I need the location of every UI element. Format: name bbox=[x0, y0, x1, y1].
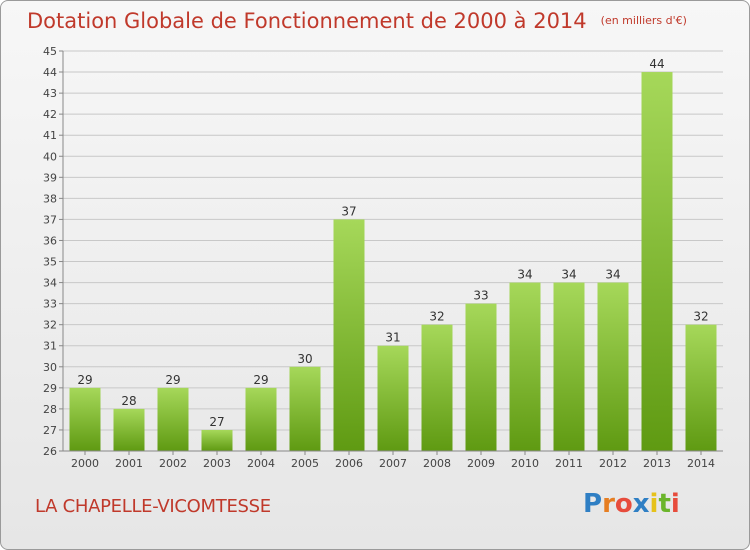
bar-2003 bbox=[201, 429, 233, 451]
bar-2009 bbox=[465, 303, 497, 451]
y-tick-label: 36 bbox=[43, 234, 57, 247]
brand-letter: o bbox=[614, 489, 633, 519]
x-tick-label: 2010 bbox=[511, 457, 539, 470]
bar-2014 bbox=[685, 324, 717, 451]
bar-value-label: 32 bbox=[693, 310, 708, 324]
bar-2001 bbox=[113, 408, 145, 451]
y-tick-label: 42 bbox=[43, 108, 57, 121]
bar-value-label: 27 bbox=[209, 415, 224, 429]
y-tick-label: 44 bbox=[43, 66, 57, 79]
bar-2004 bbox=[245, 387, 277, 451]
bar-value-label: 44 bbox=[649, 57, 664, 71]
bar-value-label: 29 bbox=[77, 373, 92, 387]
bar-2012 bbox=[597, 282, 629, 451]
brand-letter: t bbox=[658, 489, 671, 519]
bar-value-label: 30 bbox=[297, 352, 312, 366]
bar-value-label: 34 bbox=[605, 268, 620, 282]
x-tick-label: 2008 bbox=[423, 457, 451, 470]
bar-value-label: 29 bbox=[253, 373, 268, 387]
bar-2000 bbox=[69, 387, 101, 451]
bar-2010 bbox=[509, 282, 541, 451]
chart-title: Dotation Globale de Fonctionnement de 20… bbox=[27, 9, 687, 33]
brand-letter: P bbox=[583, 489, 603, 519]
bar-value-label: 34 bbox=[561, 268, 576, 282]
proxiti-logo: Proxiti bbox=[583, 489, 680, 519]
bar-value-label: 32 bbox=[429, 310, 444, 324]
y-tick-label: 37 bbox=[43, 213, 57, 226]
bar-2005 bbox=[289, 366, 321, 451]
bar-2002 bbox=[157, 387, 189, 451]
y-tick-label: 27 bbox=[43, 424, 57, 437]
y-tick-label: 45 bbox=[43, 45, 57, 58]
x-tick-label: 2006 bbox=[335, 457, 363, 470]
x-tick-label: 2007 bbox=[379, 457, 407, 470]
x-tick-label: 2003 bbox=[203, 457, 231, 470]
bar-value-label: 34 bbox=[517, 268, 532, 282]
y-tick-label: 34 bbox=[43, 277, 57, 290]
commune-name: LA CHAPELLE-VICOMTESSE bbox=[35, 496, 271, 517]
y-tick-label: 38 bbox=[43, 192, 57, 205]
y-tick-label: 43 bbox=[43, 87, 57, 100]
y-tick-label: 39 bbox=[43, 171, 57, 184]
bar-2008 bbox=[421, 324, 453, 451]
x-tick-label: 2011 bbox=[555, 457, 583, 470]
title-text: Dotation Globale de Fonctionnement de 20… bbox=[27, 9, 587, 33]
x-tick-label: 2004 bbox=[247, 457, 275, 470]
bar-2013 bbox=[641, 72, 673, 451]
y-tick-label: 33 bbox=[43, 298, 57, 311]
y-tick-label: 35 bbox=[43, 256, 57, 269]
bar-value-label: 29 bbox=[165, 373, 180, 387]
y-tick-label: 41 bbox=[43, 129, 57, 142]
y-tick-label: 31 bbox=[43, 340, 57, 353]
brand-letter: r bbox=[602, 489, 615, 519]
brand-letter: i bbox=[649, 489, 659, 519]
x-tick-label: 2009 bbox=[467, 457, 495, 470]
x-tick-label: 2000 bbox=[71, 457, 99, 470]
bar-2011 bbox=[553, 282, 585, 451]
x-tick-label: 2001 bbox=[115, 457, 143, 470]
y-tick-label: 28 bbox=[43, 403, 57, 416]
bar-value-label: 28 bbox=[121, 394, 136, 408]
y-tick-label: 29 bbox=[43, 382, 57, 395]
brand-letter: i bbox=[670, 489, 680, 519]
x-tick-label: 2014 bbox=[687, 457, 715, 470]
y-tick-label: 30 bbox=[43, 361, 57, 374]
x-tick-label: 2012 bbox=[599, 457, 627, 470]
x-tick-label: 2005 bbox=[291, 457, 319, 470]
y-tick-label: 32 bbox=[43, 319, 57, 332]
bar-value-label: 33 bbox=[473, 289, 488, 303]
y-tick-label: 26 bbox=[43, 445, 57, 458]
bar-2006 bbox=[333, 219, 365, 451]
y-axis: 26 27 28 29 30 31 32 33 34 35 36 37 38 39 40 41 42 43 44 45 bbox=[43, 45, 64, 458]
x-tick-label: 2013 bbox=[643, 457, 671, 470]
bar-value-label: 31 bbox=[385, 331, 400, 345]
y-tick-label: 40 bbox=[43, 150, 57, 163]
bar-value-label: 37 bbox=[341, 204, 356, 218]
bars: 29 28 29 27 29 30 37 31 32 33 34 34 34 44 32 bbox=[69, 57, 717, 451]
x-tick-label: 2002 bbox=[159, 457, 187, 470]
bar-2007 bbox=[377, 345, 409, 451]
x-axis: 2000 2001 2002 2003 2004 2005 2006 2007 2008 2009… bbox=[63, 450, 723, 470]
brand-letter: x bbox=[632, 489, 650, 519]
title-unit: (en milliers d'€) bbox=[600, 14, 687, 27]
